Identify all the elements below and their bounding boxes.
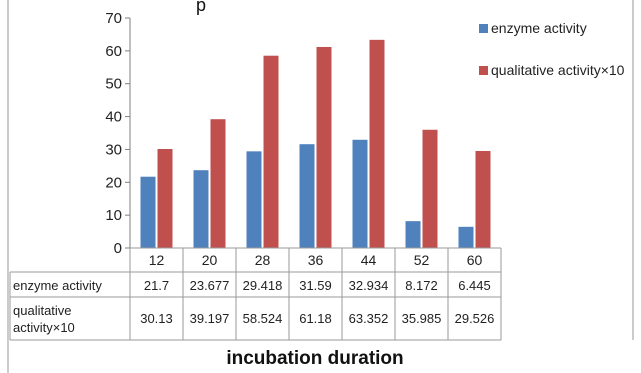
bars [140, 39, 491, 249]
category-label: 12 [149, 252, 165, 268]
y-axis: 0 10 20 30 40 50 60 70 [105, 10, 131, 257]
bar-enzyme-activity-60 [458, 226, 474, 248]
table-cell: 39.197 [190, 311, 230, 326]
category-label: 20 [202, 252, 218, 268]
y-tick-label: 40 [105, 109, 122, 126]
bar-qualitative-activity-36 [316, 46, 332, 249]
y-tick-label: 0 [114, 240, 122, 257]
category-label: 60 [467, 252, 483, 268]
category-label: 52 [414, 252, 430, 268]
legend-swatch [479, 24, 488, 33]
table-cell: 35.985 [402, 311, 442, 326]
table-row-header: qualitative [13, 303, 72, 318]
table-cell: 6.445 [458, 278, 491, 293]
bar-enzyme-activity-28 [246, 151, 262, 248]
table-cell: 58.524 [243, 311, 283, 326]
bar-qualitative-activity-44 [369, 39, 385, 248]
bar-enzyme-activity-20 [193, 170, 209, 248]
y-tick-label: 30 [105, 141, 122, 158]
table-cell: 30.13 [140, 311, 173, 326]
bar-enzyme-activity-36 [299, 144, 315, 248]
y-tick-label: 10 [105, 207, 122, 224]
table-cell: 31.59 [299, 278, 332, 293]
bar-qualitative-activity-12 [157, 149, 173, 248]
table-cell: 8.172 [405, 278, 438, 293]
table-cell: 61.18 [299, 311, 332, 326]
table-cell: 23.677 [190, 278, 230, 293]
category-label: 36 [308, 252, 324, 268]
table-cell: 21.7 [144, 278, 169, 293]
bar-qualitative-activity-60 [475, 150, 491, 248]
legend-label: enzyme activity [491, 20, 587, 36]
table-row-header: activity×10 [13, 320, 75, 335]
top-caption-fragment: p [196, 0, 206, 15]
table-row-header: enzyme activity [13, 278, 102, 293]
data-table: 12 20 28 36 44 52 60 enzyme activity qualitative… [9, 247, 502, 341]
y-tick-label: 20 [105, 174, 122, 191]
table-cell: 32.934 [349, 278, 389, 293]
bar-enzyme-activity-44 [352, 139, 368, 248]
category-label: 28 [255, 252, 271, 268]
bar-enzyme-activity-12 [140, 176, 156, 248]
bar-enzyme-activity-52 [405, 221, 421, 248]
bar-qualitative-activity-28 [263, 55, 279, 249]
bar-qualitative-activity-20 [210, 119, 226, 248]
y-tick-label: 60 [105, 43, 122, 60]
category-label: 44 [361, 252, 377, 268]
y-tick-label: 70 [105, 10, 122, 27]
legend-swatch [479, 66, 488, 75]
bar-qualitative-activity-52 [422, 129, 438, 248]
table-cell: 29.418 [243, 278, 283, 293]
y-tick-label: 50 [105, 76, 122, 93]
table-cell: 29.526 [455, 311, 495, 326]
legend: enzyme activity qualitative activity×10 [479, 20, 625, 78]
legend-label: qualitative activity×10 [491, 62, 625, 78]
x-axis-title: incubation duration [226, 348, 403, 369]
table-cell: 63.352 [349, 311, 389, 326]
